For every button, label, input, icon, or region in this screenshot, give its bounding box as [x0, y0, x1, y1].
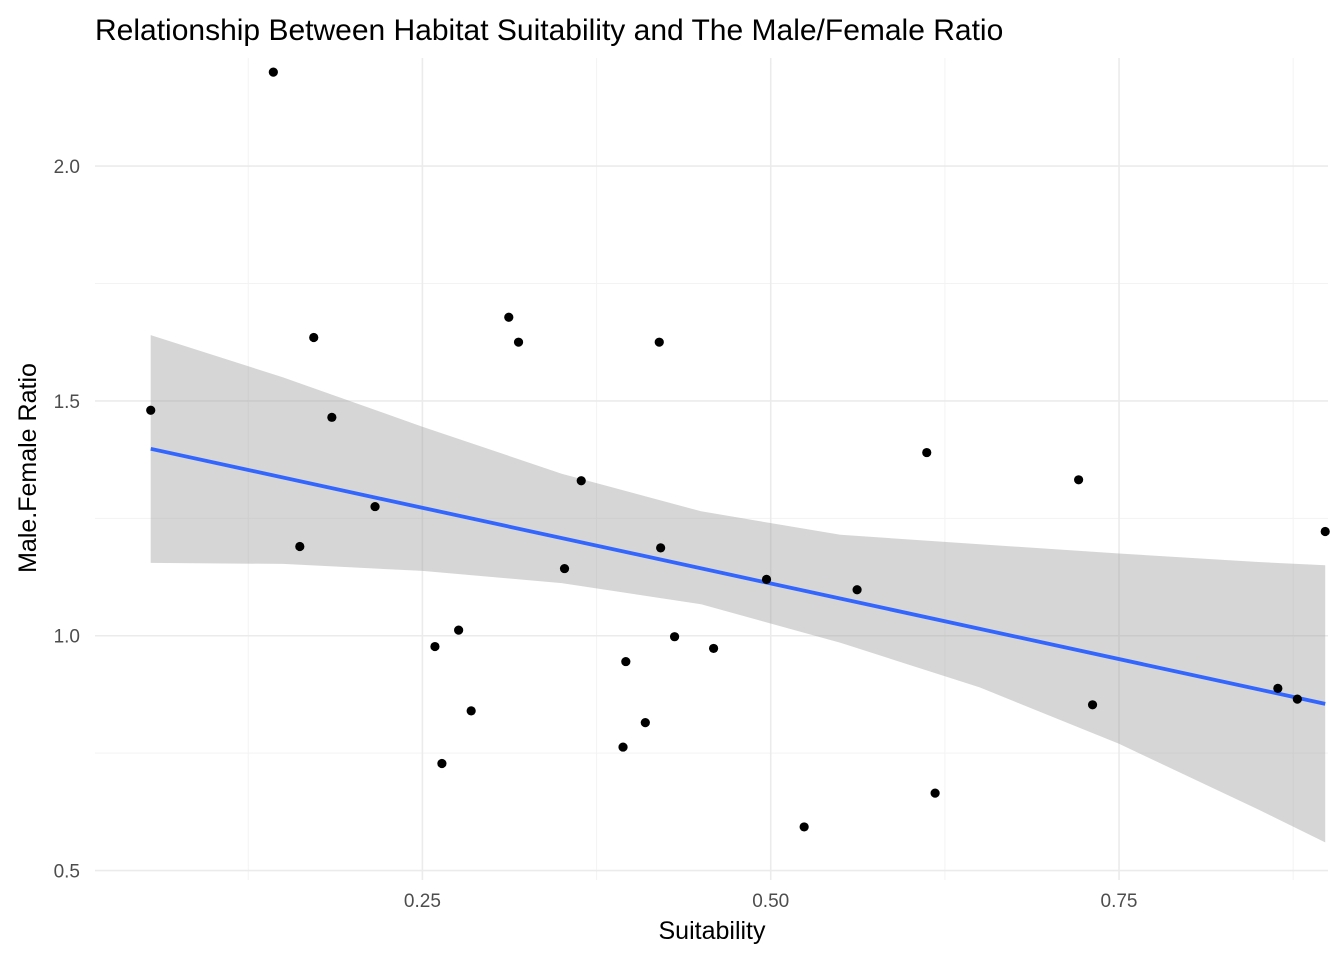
data-point	[504, 312, 514, 322]
data-point	[576, 476, 586, 486]
y-tick-label: 1.5	[54, 392, 80, 413]
y-axis-ticks: 0.5 1.0 1.5 2.0	[54, 157, 80, 883]
confidence-band	[150, 335, 1326, 843]
data-point	[268, 67, 278, 77]
data-point	[621, 656, 631, 667]
data-point	[618, 742, 628, 752]
y-tick-label: 0.5	[54, 862, 80, 883]
trend-line-layer	[150, 446, 1326, 706]
data-points	[146, 67, 1330, 832]
data-point	[708, 643, 719, 654]
x-axis-title: Suitability	[659, 917, 766, 945]
data-point	[327, 412, 337, 422]
y-tick-label: 2.0	[54, 157, 80, 178]
data-point	[1273, 683, 1283, 693]
data-point	[146, 405, 156, 415]
y-axis-title: Male.Female Ratio	[14, 363, 42, 573]
data-point	[640, 718, 650, 728]
x-tick-label: 0.25	[404, 891, 441, 912]
data-point	[799, 822, 809, 832]
data-point	[930, 788, 940, 798]
data-point	[309, 332, 319, 343]
data-point	[454, 625, 464, 635]
data-point	[1320, 526, 1330, 537]
x-tick-label: 0.50	[752, 891, 789, 912]
y-tick-label: 1.0	[54, 627, 80, 648]
chart-title: Relationship Between Habitat Suitability…	[95, 14, 1003, 47]
data-point	[656, 543, 666, 553]
data-point	[430, 641, 440, 652]
data-point	[437, 758, 447, 769]
data-point	[1292, 694, 1302, 704]
data-point	[466, 706, 476, 716]
data-point	[295, 541, 305, 552]
x-tick-label: 0.75	[1101, 891, 1138, 912]
data-point	[1087, 700, 1098, 710]
data-point	[852, 585, 862, 595]
data-point	[669, 632, 680, 642]
data-point	[370, 501, 380, 512]
x-axis-ticks: 0.25 0.50 0.75	[404, 891, 1138, 912]
confidence-band-area	[150, 335, 1326, 843]
trend-line	[150, 446, 1326, 706]
grid	[95, 58, 1328, 880]
data-point	[922, 447, 932, 458]
data-point	[513, 337, 524, 347]
data-point	[761, 574, 772, 584]
data-point	[1074, 475, 1084, 485]
data-point	[654, 337, 664, 347]
data-point	[559, 563, 570, 574]
